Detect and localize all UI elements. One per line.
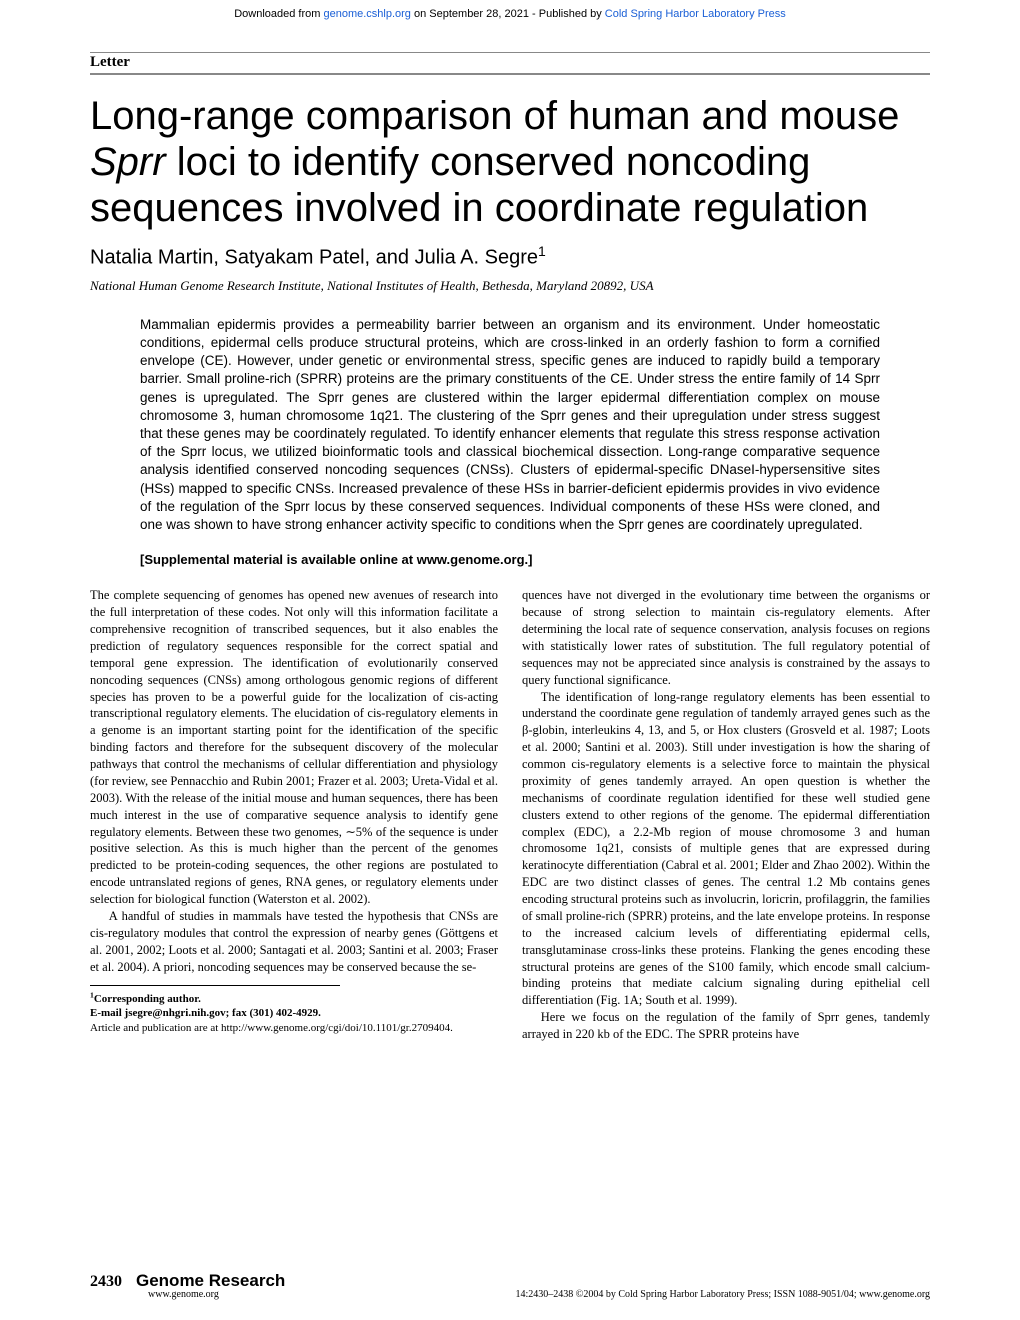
abstract: Mammalian epidermis provides a permeabil… bbox=[140, 316, 880, 535]
title-part-1: Long-range comparison of human and mouse bbox=[90, 94, 899, 138]
corresponding-author-block: 1Corresponding author. E-mail jsegre@nhg… bbox=[90, 990, 498, 1035]
corr-label: Corresponding author. bbox=[94, 993, 201, 1005]
column-left: The complete sequencing of genomes has o… bbox=[90, 587, 498, 1043]
body-paragraph: The identification of long-range regulat… bbox=[522, 689, 930, 1010]
page-footer: 2430 Genome Research www.genome.org 14:2… bbox=[90, 1271, 930, 1300]
author-superscript: 1 bbox=[538, 243, 546, 259]
download-mid: on September 28, 2021 - Published by bbox=[411, 8, 605, 20]
page-content: Letter Long-range comparison of human an… bbox=[0, 24, 1020, 1043]
body-paragraph: The complete sequencing of genomes has o… bbox=[90, 587, 498, 908]
body-columns: The complete sequencing of genomes has o… bbox=[90, 587, 930, 1043]
body-paragraph: Here we focus on the regulation of the f… bbox=[522, 1009, 930, 1043]
footer-copyright: 14:2430–2438 ©2004 by Cold Spring Harbor… bbox=[515, 1289, 930, 1300]
affiliation: National Human Genome Research Institute… bbox=[90, 278, 930, 294]
section-label: Letter bbox=[90, 54, 930, 75]
body-paragraph: A handful of studies in mammals have tes… bbox=[90, 908, 498, 976]
download-link-publisher[interactable]: Cold Spring Harbor Laboratory Press bbox=[605, 8, 786, 20]
footer-left-block: 2430 Genome Research www.genome.org bbox=[90, 1271, 285, 1300]
corr-email: E-mail jsegre@nhgri.nih.gov; fax (301) 4… bbox=[90, 1007, 321, 1019]
title-part-3: loci to identify conserved noncoding seq… bbox=[90, 140, 868, 230]
journal-name: Genome Research bbox=[136, 1271, 285, 1291]
page-number: 2430 bbox=[90, 1273, 122, 1291]
download-banner: Downloaded from genome.cshlp.org on Sept… bbox=[0, 0, 1020, 24]
column-right: quences have not diverged in the evoluti… bbox=[522, 587, 930, 1043]
corr-pub: Article and publication are at http://ww… bbox=[90, 1022, 453, 1034]
divider bbox=[90, 985, 340, 986]
download-prefix: Downloaded from bbox=[234, 8, 323, 20]
supplemental-note: [Supplemental material is available onli… bbox=[140, 552, 880, 567]
authors-text: Natalia Martin, Satyakam Patel, and Juli… bbox=[90, 247, 538, 269]
download-link-site[interactable]: genome.cshlp.org bbox=[323, 8, 410, 20]
authors: Natalia Martin, Satyakam Patel, and Juli… bbox=[90, 243, 930, 270]
body-paragraph: quences have not diverged in the evoluti… bbox=[522, 587, 930, 688]
title-italic: Sprr bbox=[90, 140, 166, 184]
article-title: Long-range comparison of human and mouse… bbox=[90, 93, 930, 231]
